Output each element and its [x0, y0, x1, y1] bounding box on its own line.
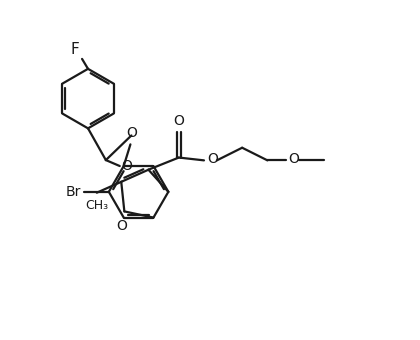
- Text: Br: Br: [66, 185, 81, 199]
- Text: O: O: [122, 159, 133, 173]
- Text: O: O: [126, 126, 137, 140]
- Text: O: O: [173, 114, 184, 128]
- Text: CH₃: CH₃: [85, 199, 108, 212]
- Text: F: F: [71, 42, 79, 57]
- Text: O: O: [207, 152, 218, 166]
- Text: O: O: [288, 152, 299, 166]
- Text: O: O: [116, 219, 127, 233]
